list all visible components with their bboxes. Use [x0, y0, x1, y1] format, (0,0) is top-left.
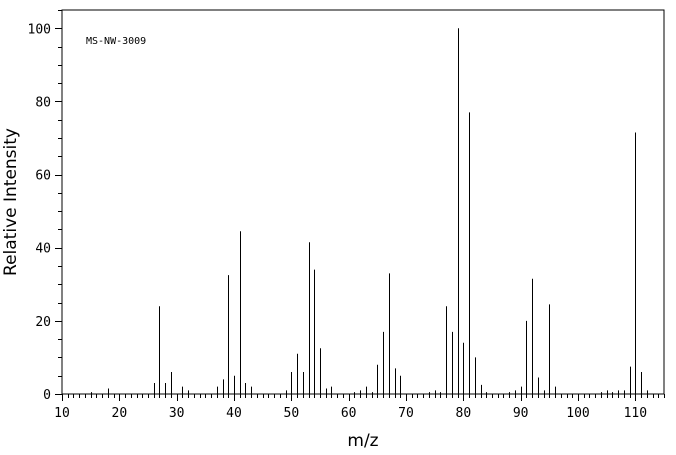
y-tick-label: 80 [35, 95, 51, 110]
y-tick-label: 100 [28, 22, 51, 37]
x-tick-label: 20 [112, 406, 128, 421]
x-tick-label: 90 [513, 406, 529, 421]
y-tick-label: 40 [35, 242, 51, 257]
y-axis-ticks: 0 20 40 60 80 100 [28, 10, 62, 403]
x-tick-label: 50 [284, 406, 300, 421]
x-tick-label: 40 [226, 406, 242, 421]
y-tick-label: 60 [35, 169, 51, 184]
y-tick-label: 20 [35, 315, 51, 330]
x-tick-label: 30 [169, 406, 185, 421]
peaks-layer [91, 28, 648, 394]
x-axis-ticks: 10 20 30 40 50 60 70 80 90 100 110 [54, 394, 665, 421]
y-axis-title: Relative Intensity [1, 128, 21, 276]
x-axis-title: m/z [347, 431, 378, 451]
x-tick-label: 110 [624, 406, 647, 421]
y-tick-label: 0 [43, 388, 51, 403]
x-tick-label: 70 [398, 406, 414, 421]
spectrum-id-annotation: MS-NW-3009 [86, 36, 146, 47]
x-tick-label: 80 [456, 406, 472, 421]
x-tick-label: 60 [341, 406, 357, 421]
x-tick-label: 10 [54, 406, 70, 421]
x-tick-label: 100 [566, 406, 589, 421]
plot-frame [61, 9, 665, 395]
